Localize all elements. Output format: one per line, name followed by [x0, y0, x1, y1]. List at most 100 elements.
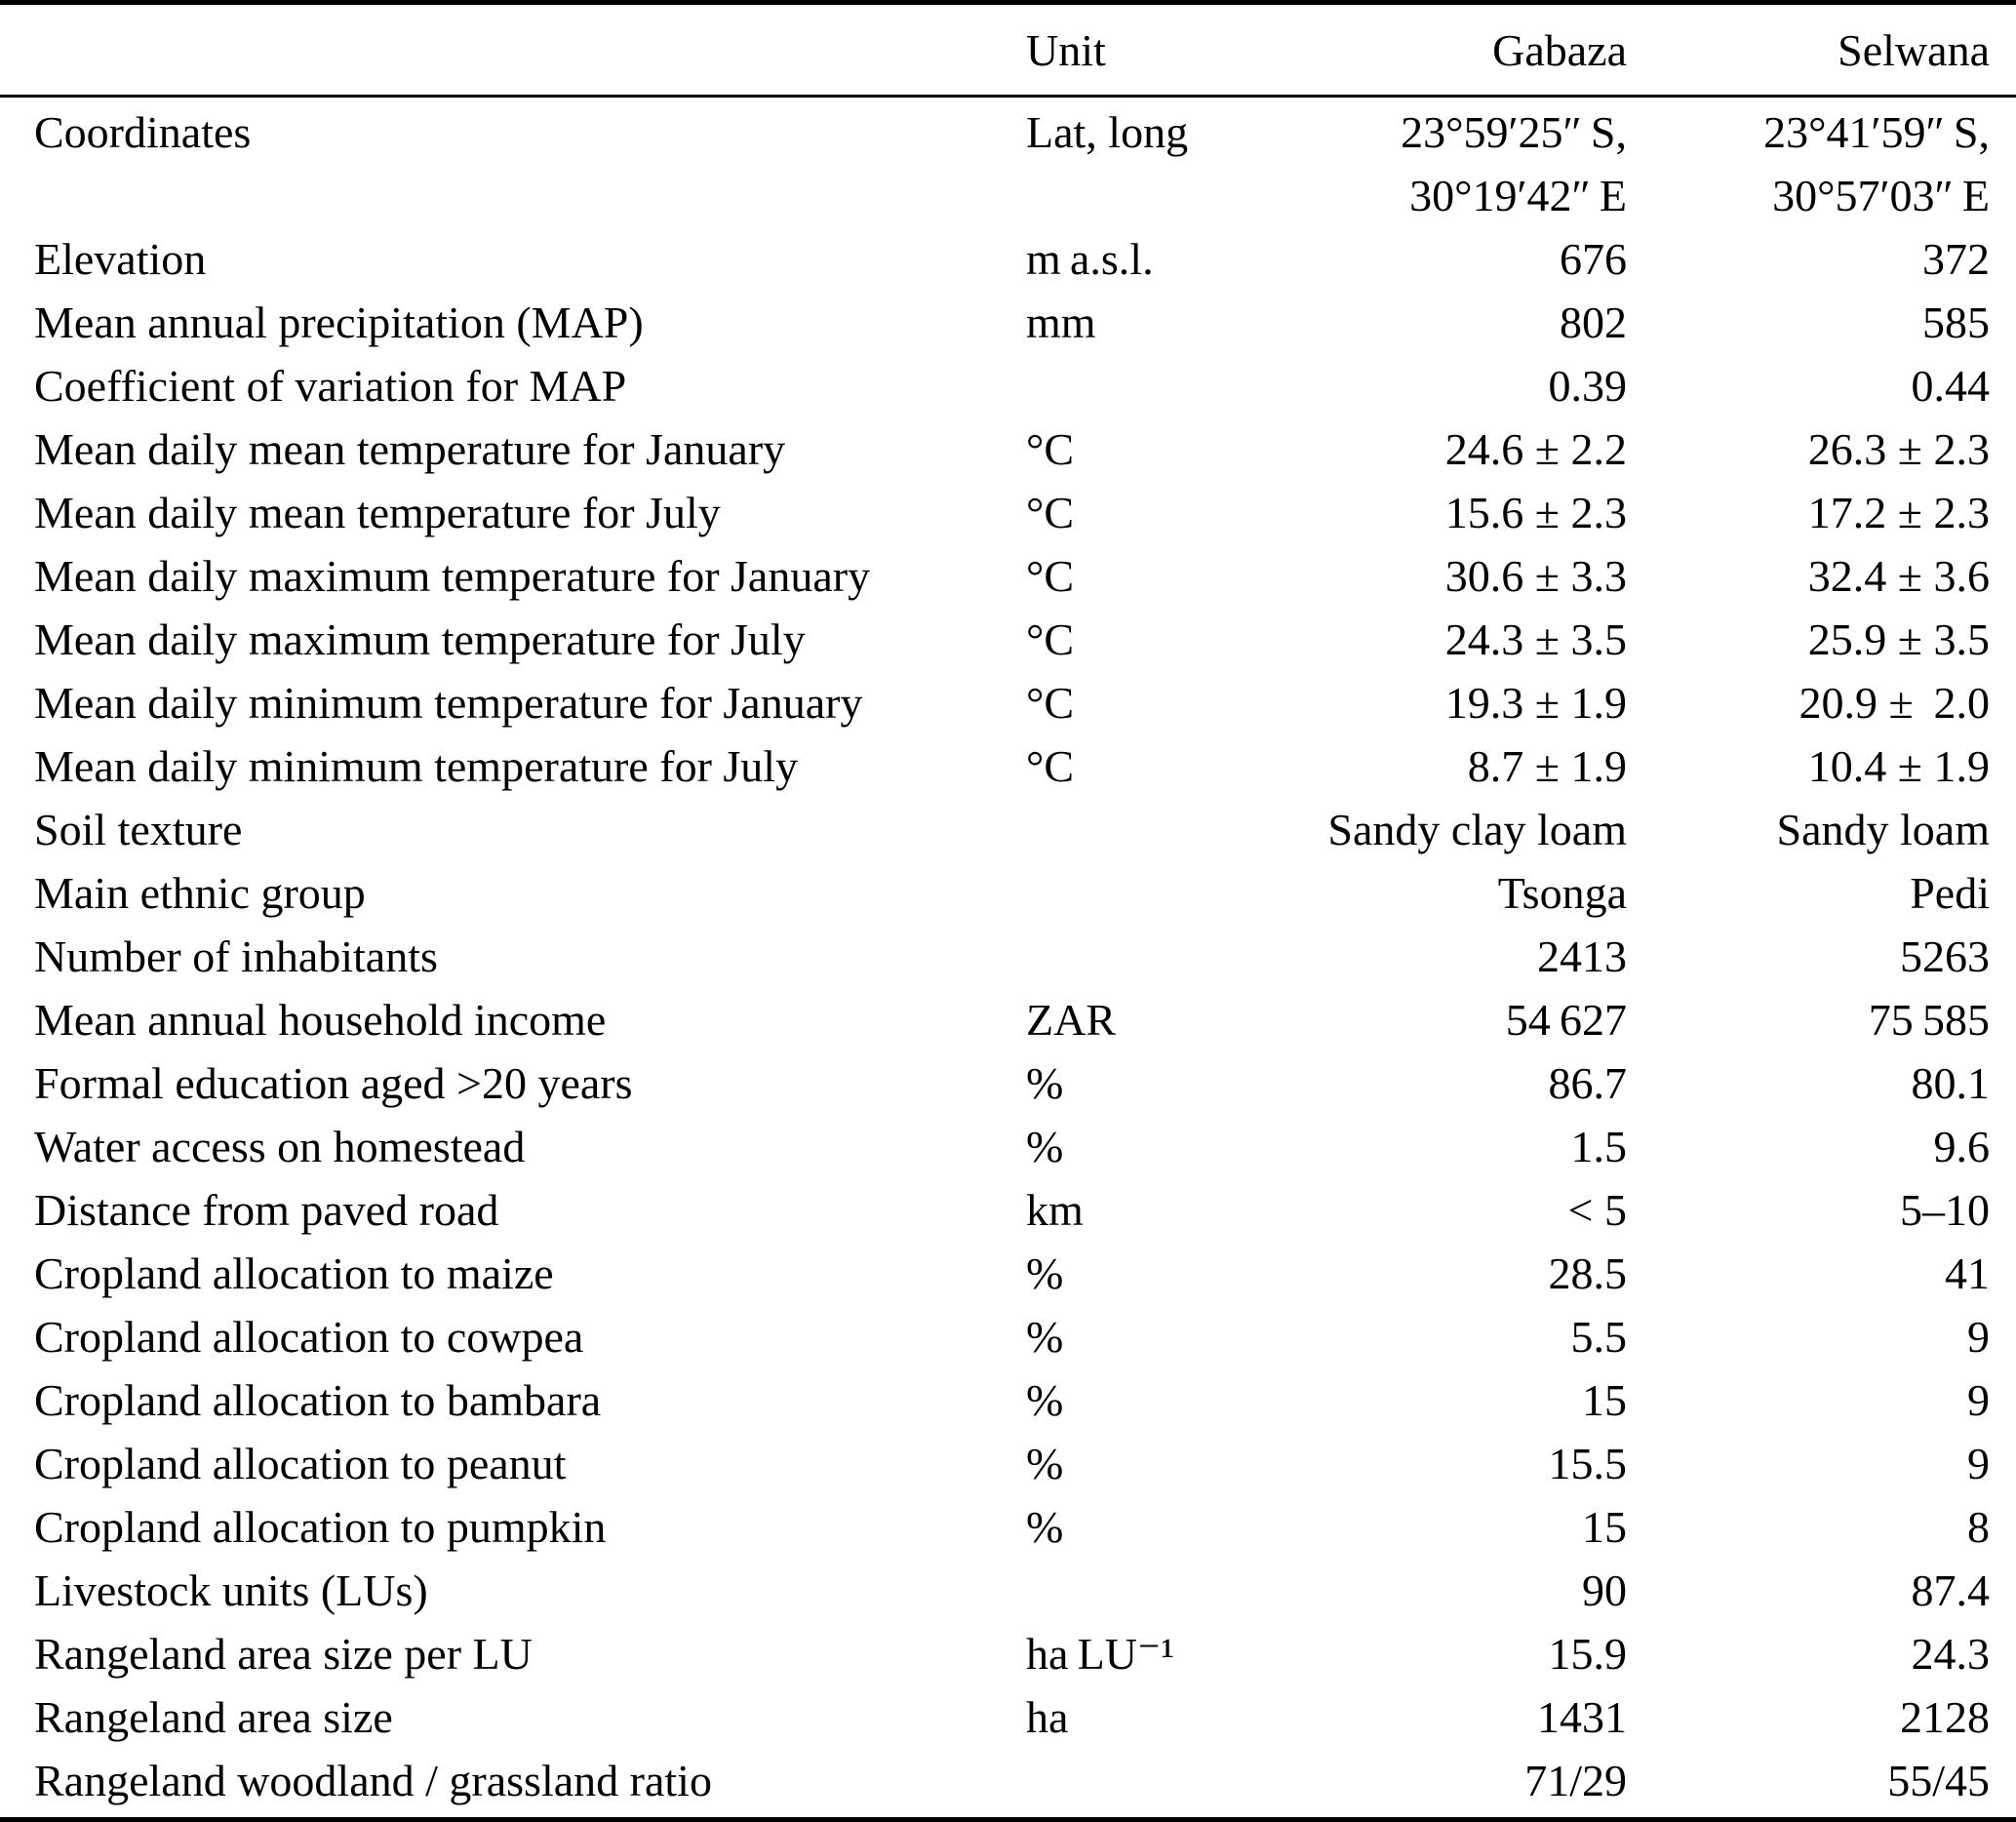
row-value-gabaza: 19.3 ± 1.9 — [1444, 678, 1627, 728]
row-label: Rangeland area size — [34, 1692, 393, 1742]
row-value-gabaza: 15.9 — [1548, 1629, 1628, 1679]
row-label: Number of inhabitants — [34, 931, 438, 981]
row-value-selwana: 87.4 — [1911, 1565, 1991, 1615]
row-unit: % — [1026, 1122, 1064, 1171]
row-label: Elevation — [34, 234, 207, 284]
table-row: Distance from paved road km < 5 5–10 — [0, 1178, 2016, 1242]
row-value-selwana: 55/45 — [1887, 1756, 1990, 1805]
row-label: Coefficient of variation for MAP — [34, 361, 627, 411]
row-value-gabaza: 54 627 — [1505, 995, 1627, 1045]
table-row: Mean daily mean temperature for January … — [0, 417, 2016, 481]
row-value-gabaza: 15 — [1582, 1502, 1627, 1552]
row-value-gabaza: Tsonga — [1497, 868, 1627, 918]
row-value-gabaza: Sandy clay loam — [1327, 805, 1627, 854]
row-value-selwana: 5263 — [1900, 931, 1990, 981]
row-label: Distance from paved road — [34, 1185, 499, 1235]
table-row: Mean daily minimum temperature for Janua… — [0, 671, 2016, 734]
table-row: Mean daily mean temperature for July °C … — [0, 481, 2016, 544]
row-value-selwana: 25.9 ± 3.5 — [1807, 614, 1990, 664]
row-value-selwana: 8 — [1967, 1502, 1990, 1552]
row-value-gabaza: 15 — [1582, 1375, 1627, 1425]
row-unit: ZAR — [1026, 995, 1116, 1045]
row-unit: °C — [1026, 488, 1075, 537]
row-label: Mean daily mean temperature for July — [34, 488, 721, 537]
row-label: Formal education aged >20 years — [34, 1058, 633, 1108]
row-unit: Lat, long — [1026, 107, 1189, 157]
row-value-selwana: 9.6 — [1933, 1122, 1991, 1171]
table-row: Water access on homestead % 1.5 9.6 — [0, 1115, 2016, 1178]
row-unit: °C — [1026, 614, 1075, 664]
table-row: Cropland allocation to peanut % 15.5 9 — [0, 1432, 2016, 1495]
row-unit: % — [1026, 1058, 1064, 1108]
header-cell-empty — [0, 2, 1026, 98]
row-value-selwana: 9 — [1967, 1375, 1990, 1425]
table-row: Mean annual household income ZAR 54 627 … — [0, 988, 2016, 1051]
header-cell-gabaza: Gabaza — [1239, 2, 1631, 98]
table-row: Mean daily maximum temperature for Janua… — [0, 544, 2016, 608]
header-cell-selwana: Selwana — [1631, 2, 2016, 98]
row-label: Cropland allocation to bambara — [34, 1375, 602, 1425]
row-label: Rangeland woodland / grassland ratio — [34, 1756, 712, 1805]
row-value-gabaza: 71/29 — [1524, 1756, 1627, 1805]
table-row: Mean annual precipitation (MAP) mm 802 5… — [0, 291, 2016, 354]
header-cell-unit: Unit — [1026, 2, 1239, 98]
row-label: Rangeland area size per LU — [34, 1629, 533, 1679]
row-unit: °C — [1026, 741, 1075, 791]
row-value-gabaza: 0.39 — [1548, 361, 1628, 411]
table-header: Unit Gabaza Selwana — [0, 2, 2016, 98]
row-unit: mm — [1026, 297, 1096, 347]
row-value-selwana: 80.1 — [1911, 1058, 1991, 1108]
row-value-selwana: 20.9 ± 2.0 — [1799, 678, 1990, 728]
row-value-gabaza: 8.7 ± 1.9 — [1467, 741, 1627, 791]
table-row: Rangeland area size ha 1431 2128 — [0, 1685, 2016, 1749]
row-label: Mean daily minimum temperature for Janua… — [34, 678, 863, 728]
row-value-gabaza: 28.5 — [1548, 1248, 1628, 1298]
row-value-selwana: 0.44 — [1911, 361, 1991, 411]
row-label: Mean annual household income — [34, 995, 607, 1045]
row-unit: ha — [1026, 1692, 1069, 1742]
table-row: Cropland allocation to bambara % 15 9 — [0, 1368, 2016, 1432]
row-value-gabaza: 24.3 ± 3.5 — [1444, 614, 1627, 664]
row-value-gabaza: 24.6 ± 2.2 — [1444, 424, 1627, 474]
table-row: Formal education aged >20 years % 86.7 8… — [0, 1051, 2016, 1115]
row-unit: km — [1026, 1185, 1084, 1235]
table-row: Rangeland woodland / grassland ratio 71/… — [0, 1749, 2016, 1820]
row-label: Water access on homestead — [34, 1122, 526, 1171]
row-value-selwana: Sandy loam — [1776, 805, 1990, 854]
row-value-gabaza: 1431 — [1537, 1692, 1627, 1742]
row-unit: °C — [1026, 551, 1075, 601]
row-value-gabaza: 90 — [1582, 1565, 1627, 1615]
row-unit: % — [1026, 1439, 1064, 1488]
row-value-gabaza: 23°59′25″ S, 30°19′42″ E — [1401, 107, 1627, 220]
row-unit: ha LU⁻¹ — [1026, 1629, 1175, 1679]
table-row: Cropland allocation to cowpea % 5.5 9 — [0, 1305, 2016, 1368]
row-label: Mean daily mean temperature for January — [34, 424, 786, 474]
row-value-selwana: 24.3 — [1911, 1629, 1991, 1679]
row-label: Cropland allocation to maize — [34, 1248, 554, 1298]
row-value-selwana: 9 — [1967, 1312, 1990, 1362]
row-value-selwana: 75 585 — [1868, 995, 1990, 1045]
row-value-selwana: 32.4 ± 3.6 — [1807, 551, 1990, 601]
row-value-gabaza: 5.5 — [1570, 1312, 1628, 1362]
row-value-selwana: 26.3 ± 2.3 — [1807, 424, 1990, 474]
row-unit: m a.s.l. — [1026, 234, 1154, 284]
header-row: Unit Gabaza Selwana — [0, 2, 2016, 98]
row-unit: % — [1026, 1312, 1064, 1362]
table-body: Coordinates Lat, long 23°59′25″ S, 30°19… — [0, 97, 2016, 1820]
row-value-selwana: 372 — [1922, 234, 1990, 284]
table-row: Cropland allocation to maize % 28.5 41 — [0, 1242, 2016, 1305]
row-label: Livestock units (LUs) — [34, 1565, 428, 1615]
row-value-selwana: 41 — [1945, 1248, 1990, 1298]
table-row: Rangeland area size per LU ha LU⁻¹ 15.9 … — [0, 1622, 2016, 1685]
row-unit: % — [1026, 1375, 1064, 1425]
table-row: Soil texture Sandy clay loam Sandy loam — [0, 798, 2016, 861]
row-unit: % — [1026, 1248, 1064, 1298]
table-row: Mean daily maximum temperature for July … — [0, 608, 2016, 671]
row-value-selwana: 585 — [1922, 297, 1990, 347]
row-label: Coordinates — [34, 107, 252, 157]
row-unit — [1026, 861, 1239, 925]
table-row: Elevation m a.s.l. 676 372 — [0, 227, 2016, 291]
table-row: Coordinates Lat, long 23°59′25″ S, 30°19… — [0, 97, 2016, 228]
row-value-selwana: 5–10 — [1900, 1185, 1990, 1235]
